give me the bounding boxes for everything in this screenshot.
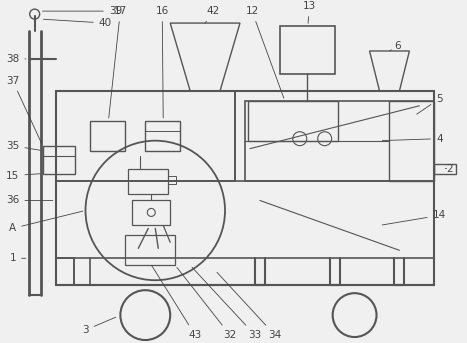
Text: 12: 12 bbox=[245, 6, 284, 98]
Text: 6: 6 bbox=[389, 41, 401, 51]
Text: 34: 34 bbox=[217, 272, 282, 340]
Text: 35: 35 bbox=[6, 141, 40, 151]
Text: 3: 3 bbox=[82, 317, 116, 335]
Bar bbox=[389, 101, 434, 180]
Text: A: A bbox=[9, 211, 83, 233]
Text: 5: 5 bbox=[417, 94, 443, 114]
Text: 42: 42 bbox=[205, 6, 219, 23]
Bar bbox=[42, 146, 75, 174]
Text: 13: 13 bbox=[303, 1, 316, 23]
Bar bbox=[132, 200, 170, 225]
Text: 32: 32 bbox=[177, 268, 237, 340]
Text: 4: 4 bbox=[382, 134, 443, 144]
Bar bbox=[145, 121, 180, 151]
Text: 37: 37 bbox=[6, 76, 42, 143]
Text: 39: 39 bbox=[42, 6, 122, 16]
Text: 16: 16 bbox=[156, 6, 169, 118]
Bar bbox=[56, 258, 73, 285]
Text: 14: 14 bbox=[382, 210, 446, 225]
Bar bbox=[245, 101, 434, 180]
Bar bbox=[56, 91, 434, 285]
Text: 36: 36 bbox=[6, 196, 53, 205]
Text: 40: 40 bbox=[43, 18, 112, 28]
Bar bbox=[248, 101, 338, 141]
Text: 17: 17 bbox=[109, 6, 127, 118]
Text: 1: 1 bbox=[9, 253, 26, 263]
Bar bbox=[91, 121, 125, 151]
Text: 43: 43 bbox=[152, 265, 202, 340]
Bar bbox=[168, 176, 176, 184]
Bar bbox=[434, 164, 456, 174]
Bar bbox=[125, 235, 175, 265]
Text: 33: 33 bbox=[192, 267, 262, 340]
Bar bbox=[56, 91, 235, 180]
Text: 2: 2 bbox=[446, 164, 453, 174]
Text: 38: 38 bbox=[6, 54, 26, 64]
Bar bbox=[280, 26, 335, 74]
Text: 15: 15 bbox=[6, 170, 40, 180]
Bar bbox=[128, 169, 168, 193]
